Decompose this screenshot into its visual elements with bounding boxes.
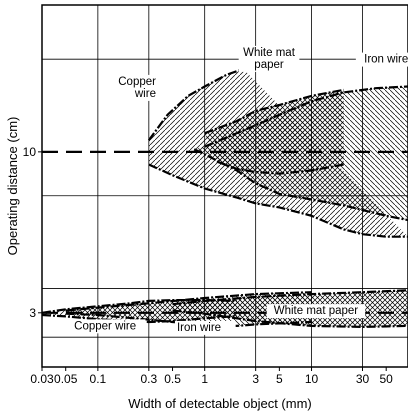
x-axis-ticks: 0.03 0.05 0.1 0.3 0.5 1 3 5 10 30 50 — [30, 367, 393, 386]
series-label: White mat — [243, 47, 296, 59]
x-tick-label: 50 — [380, 372, 394, 386]
x-tick-label: 3 — [252, 372, 259, 386]
x-tick-label: 30 — [356, 372, 370, 386]
y-tick-label: 10 — [23, 145, 37, 159]
series-label: White mat paper — [274, 305, 359, 317]
series-label-background — [238, 45, 300, 72]
series-label: Iron wire — [177, 322, 221, 334]
x-axis-label: Width of detectable object (mm) — [128, 396, 312, 411]
reference-lines — [42, 150, 408, 314]
region-upper-boundary — [204, 85, 408, 148]
series-label-background — [266, 304, 366, 319]
x-tick-label: 0.05 — [54, 372, 78, 386]
plot-frame — [41, 4, 408, 368]
series-label: Iron wire — [364, 54, 408, 66]
region-upper-boundary — [147, 67, 244, 141]
series-label-background — [174, 320, 236, 335]
y-axis-label: Operating distance (cm) — [5, 117, 20, 256]
y-tick-label: 3 — [29, 306, 36, 320]
series-label: Copper — [118, 76, 156, 88]
x-tick-label: 0.1 — [90, 372, 107, 386]
data-areas — [42, 67, 408, 329]
region-lower-boundary — [193, 148, 408, 222]
series-label: Copper wire — [74, 320, 136, 332]
region-upper-boundary — [204, 88, 344, 135]
series-label-background — [72, 319, 146, 334]
region-upper-boundary — [65, 291, 312, 312]
series-label-background — [116, 74, 158, 101]
x-tick-label: 1 — [201, 372, 208, 386]
x-tick-label: 0.3 — [140, 372, 157, 386]
region-lower-boundary — [148, 163, 408, 238]
x-tick-label: 0.03 — [30, 372, 54, 386]
series-label: paper — [254, 59, 284, 71]
series-label: wire — [134, 88, 156, 100]
x-tick-label: 0.5 — [164, 372, 181, 386]
x-tick-label: 5 — [276, 372, 283, 386]
region-2 — [194, 86, 408, 221]
y-axis-ticks: 3 10 — [23, 145, 42, 320]
series-label-background — [355, 52, 408, 67]
region-upper-boundary — [172, 289, 408, 306]
x-tick-label: 10 — [305, 372, 319, 386]
